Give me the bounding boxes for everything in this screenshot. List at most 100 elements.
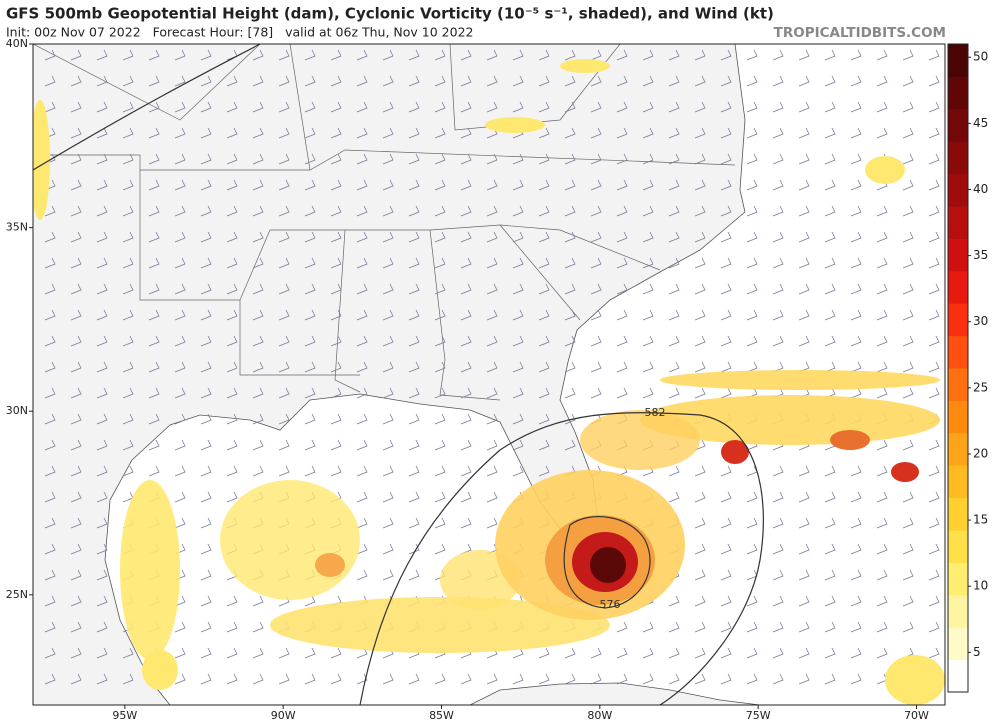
wind-barb: [356, 49, 368, 61]
wind-barb: [278, 387, 290, 399]
wind-barb: [798, 309, 810, 321]
wind-barb: [382, 673, 394, 685]
wind-barb: [356, 361, 368, 373]
wind-barb: [902, 439, 914, 451]
wind-barb: [538, 205, 550, 217]
wind-barb: [850, 231, 862, 243]
wind-barb: [252, 49, 264, 61]
wind-barb: [356, 335, 368, 347]
wind-barb: [876, 257, 888, 269]
wind-barb: [200, 387, 212, 399]
wind-barb: [798, 543, 810, 555]
wind-barb: [486, 439, 498, 451]
wind-barb: [512, 361, 524, 373]
colorbar-segment: [948, 562, 968, 596]
wind-barb: [616, 153, 628, 165]
wind-barb: [44, 101, 56, 113]
wind-barb: [850, 101, 862, 113]
wind-barb: [356, 205, 368, 217]
wind-barb: [174, 231, 186, 243]
wind-barb: [772, 127, 784, 139]
wind-barb: [434, 101, 446, 113]
wind-barb: [642, 335, 654, 347]
wind-barb: [928, 231, 940, 243]
wind-barb: [720, 283, 732, 295]
wind-barb: [668, 335, 680, 347]
wind-barb: [486, 361, 498, 373]
wind-barb: [226, 205, 238, 217]
wind-barb: [70, 595, 82, 607]
wind-barb: [174, 647, 186, 659]
wind-barb: [174, 595, 186, 607]
wind-barb: [382, 231, 394, 243]
wind-barb: [902, 153, 914, 165]
wind-barb: [356, 153, 368, 165]
wind-barb: [928, 595, 940, 607]
wind-barb: [434, 257, 446, 269]
wind-barb: [408, 413, 420, 425]
wind-barb: [486, 517, 498, 529]
wind-barb: [746, 49, 758, 61]
wind-barb: [226, 465, 238, 477]
wind-barb: [408, 439, 420, 451]
wind-barb: [44, 283, 56, 295]
wind-barb: [434, 413, 446, 425]
wind-barb: [824, 101, 836, 113]
wind-barb: [720, 387, 732, 399]
wind-barb: [330, 465, 342, 477]
wind-barb: [798, 491, 810, 503]
wind-barb: [460, 413, 472, 425]
wind-barb: [616, 205, 628, 217]
wind-barb: [200, 491, 212, 503]
wind-barb: [928, 621, 940, 633]
wind-barb: [928, 387, 940, 399]
wind-barb: [200, 647, 212, 659]
wind-barb: [44, 465, 56, 477]
wind-barb: [304, 257, 316, 269]
lon-label: 90W: [271, 709, 296, 722]
wind-barb: [486, 309, 498, 321]
wind-barb: [512, 465, 524, 477]
wind-barb: [434, 283, 446, 295]
wind-barb: [512, 309, 524, 321]
wind-barb: [642, 179, 654, 191]
wind-barb: [174, 335, 186, 347]
wind-barb: [70, 491, 82, 503]
wind-barb: [356, 569, 368, 581]
colorbar-segment: [948, 335, 968, 369]
wind-barb: [746, 153, 758, 165]
wind-barb: [304, 283, 316, 295]
wind-barb: [564, 283, 576, 295]
wind-barb: [668, 205, 680, 217]
wind-barb: [486, 491, 498, 503]
wind-barb: [928, 543, 940, 555]
wind-barb: [564, 309, 576, 321]
wind-barb: [226, 257, 238, 269]
wind-barb: [408, 465, 420, 477]
wind-barb: [902, 387, 914, 399]
wind-barb: [824, 335, 836, 347]
wind-barb: [434, 673, 446, 685]
wind-barb: [668, 621, 680, 633]
wind-barb: [278, 75, 290, 87]
wind-barb: [538, 647, 550, 659]
wind-barb: [798, 179, 810, 191]
wind-barb: [746, 101, 758, 113]
wind-barb: [148, 439, 160, 451]
wind-barb: [538, 673, 550, 685]
wind-barb: [720, 75, 732, 87]
wind-barb: [928, 517, 940, 529]
subtitle: Init: 00z Nov 07 2022 Forecast Hour: [78…: [6, 25, 473, 40]
wind-barb: [642, 75, 654, 87]
wind-barb: [772, 101, 784, 113]
wind-barb: [798, 569, 810, 581]
wind-barb: [252, 257, 264, 269]
wind-barb: [148, 283, 160, 295]
wind-barb: [70, 647, 82, 659]
wind-barb: [278, 309, 290, 321]
wind-barb: [460, 101, 472, 113]
wind-barb: [356, 517, 368, 529]
wind-barb: [720, 205, 732, 217]
wind-barb: [694, 543, 706, 555]
wind-barb: [876, 231, 888, 243]
